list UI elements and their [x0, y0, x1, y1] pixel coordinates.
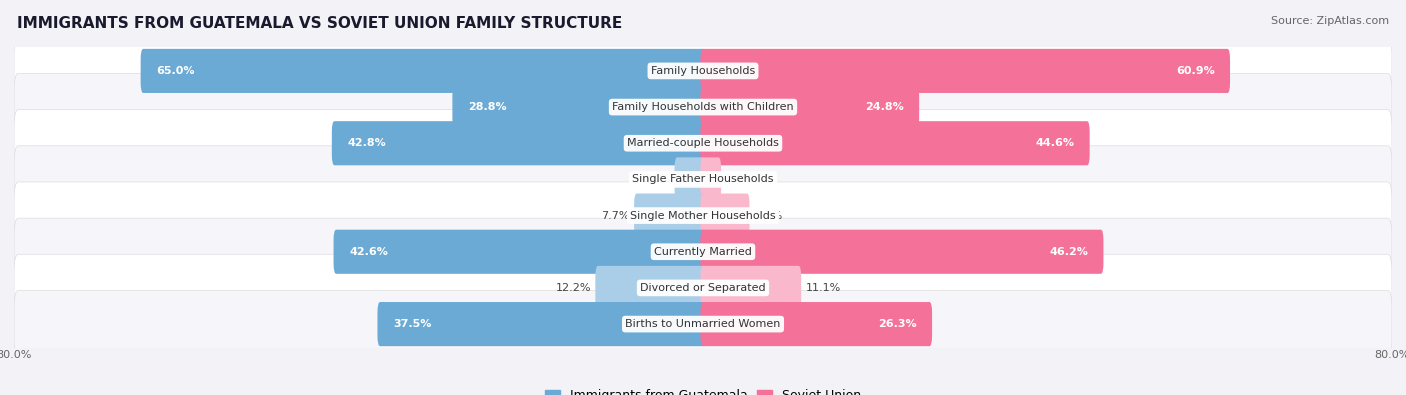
FancyBboxPatch shape	[333, 229, 706, 274]
FancyBboxPatch shape	[332, 121, 706, 166]
Text: 12.2%: 12.2%	[555, 283, 591, 293]
FancyBboxPatch shape	[700, 121, 1090, 166]
Legend: Immigrants from Guatemala, Soviet Union: Immigrants from Guatemala, Soviet Union	[540, 384, 866, 395]
FancyBboxPatch shape	[141, 49, 706, 93]
Text: Divorced or Separated: Divorced or Separated	[640, 283, 766, 293]
FancyBboxPatch shape	[700, 49, 1230, 93]
Text: Source: ZipAtlas.com: Source: ZipAtlas.com	[1271, 16, 1389, 26]
Text: 7.7%: 7.7%	[602, 211, 630, 220]
Text: 44.6%: 44.6%	[1035, 138, 1074, 148]
Text: 60.9%: 60.9%	[1175, 66, 1215, 76]
Text: Married-couple Households: Married-couple Households	[627, 138, 779, 148]
FancyBboxPatch shape	[595, 266, 706, 310]
Text: Single Mother Households: Single Mother Households	[630, 211, 776, 220]
FancyBboxPatch shape	[14, 182, 1392, 249]
Text: 5.1%: 5.1%	[754, 211, 782, 220]
FancyBboxPatch shape	[453, 85, 706, 129]
Text: 3.0%: 3.0%	[643, 175, 671, 184]
Text: 42.6%: 42.6%	[349, 247, 388, 257]
Text: 24.8%: 24.8%	[865, 102, 904, 112]
Text: IMMIGRANTS FROM GUATEMALA VS SOVIET UNION FAMILY STRUCTURE: IMMIGRANTS FROM GUATEMALA VS SOVIET UNIO…	[17, 16, 621, 31]
FancyBboxPatch shape	[14, 73, 1392, 141]
Text: Currently Married: Currently Married	[654, 247, 752, 257]
FancyBboxPatch shape	[377, 302, 706, 346]
FancyBboxPatch shape	[14, 146, 1392, 213]
FancyBboxPatch shape	[700, 302, 932, 346]
Text: 42.8%: 42.8%	[347, 138, 387, 148]
Text: 46.2%: 46.2%	[1049, 247, 1088, 257]
FancyBboxPatch shape	[14, 254, 1392, 322]
FancyBboxPatch shape	[634, 194, 706, 238]
FancyBboxPatch shape	[14, 109, 1392, 177]
Text: 37.5%: 37.5%	[392, 319, 432, 329]
FancyBboxPatch shape	[700, 229, 1104, 274]
Text: Single Father Households: Single Father Households	[633, 175, 773, 184]
Text: Family Households with Children: Family Households with Children	[612, 102, 794, 112]
FancyBboxPatch shape	[14, 290, 1392, 358]
Text: Births to Unmarried Women: Births to Unmarried Women	[626, 319, 780, 329]
Text: 28.8%: 28.8%	[468, 102, 506, 112]
FancyBboxPatch shape	[700, 194, 749, 238]
FancyBboxPatch shape	[14, 218, 1392, 286]
Text: 11.1%: 11.1%	[806, 283, 841, 293]
Text: 65.0%: 65.0%	[156, 66, 194, 76]
Text: 1.8%: 1.8%	[725, 175, 754, 184]
FancyBboxPatch shape	[700, 266, 801, 310]
FancyBboxPatch shape	[700, 157, 721, 201]
FancyBboxPatch shape	[14, 37, 1392, 105]
Text: 26.3%: 26.3%	[877, 319, 917, 329]
Text: Family Households: Family Households	[651, 66, 755, 76]
FancyBboxPatch shape	[700, 85, 920, 129]
FancyBboxPatch shape	[675, 157, 706, 201]
